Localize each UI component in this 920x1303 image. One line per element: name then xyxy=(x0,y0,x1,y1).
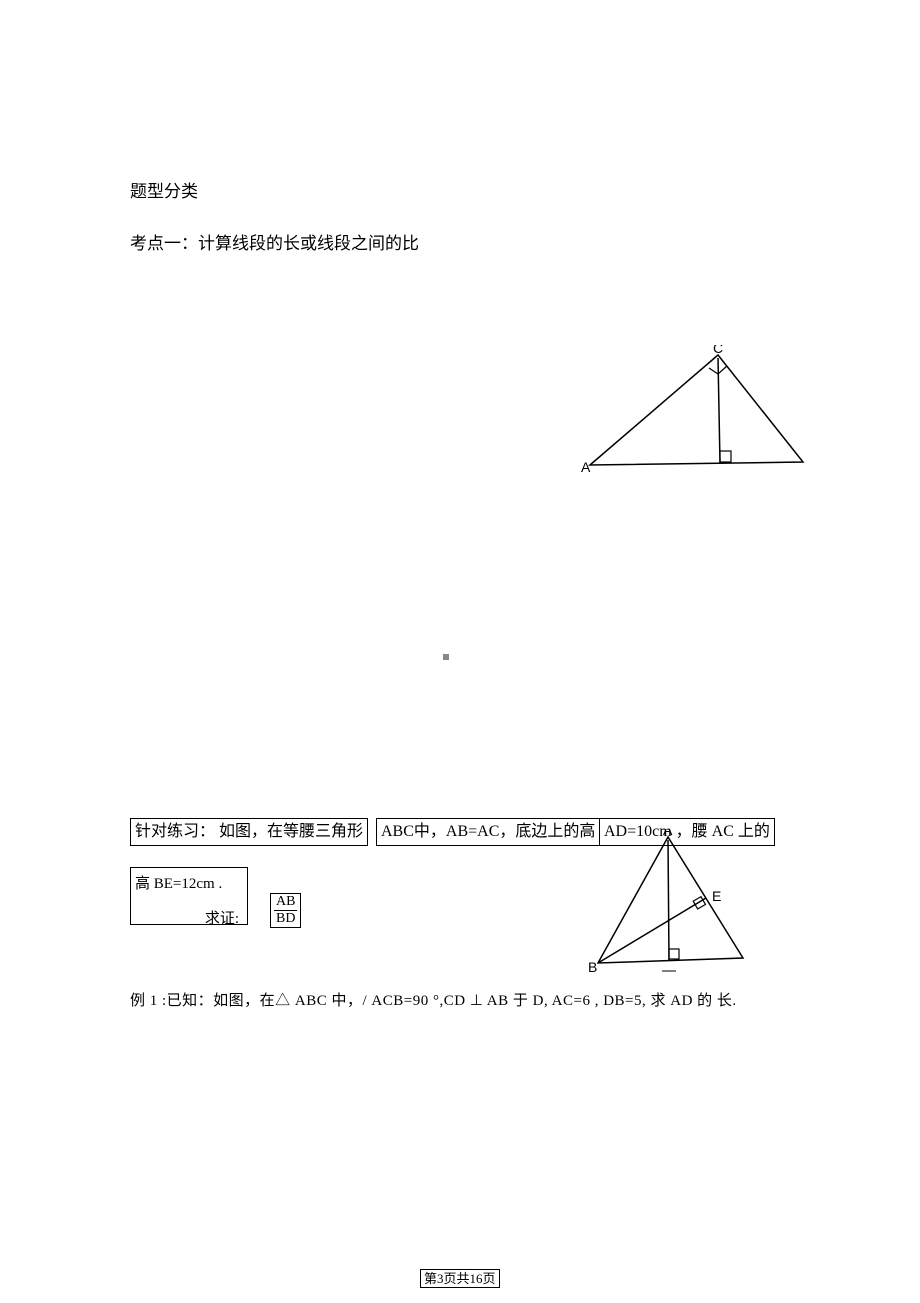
triangle-diagram-1: A C xyxy=(575,345,815,485)
svg-text:C: C xyxy=(713,345,723,356)
svg-text:A: A xyxy=(663,830,673,838)
triangle-diagram-2: A B E xyxy=(585,830,765,980)
practice-height-text: 高 BE=12cm . xyxy=(135,870,243,893)
practice-part1: 针对练习： 如图，在等腰三角形 xyxy=(130,818,368,846)
practice-part2: ABC中，AB=AC，底边上的高 xyxy=(376,818,600,846)
subsection-heading: 考点一：计算线段的长或线段之间的比 xyxy=(130,232,419,256)
practice-part4-box: 高 BE=12cm . 求证: xyxy=(130,867,248,925)
practice-prove-label: 求证: xyxy=(135,893,243,928)
section-heading: 题型分类 xyxy=(130,180,198,204)
fraction-ab-bd: AB BD xyxy=(270,893,301,928)
svg-text:A: A xyxy=(581,459,591,475)
svg-text:E: E xyxy=(712,888,721,904)
svg-text:B: B xyxy=(588,959,597,975)
page-footer: 第3页共16页 xyxy=(420,1268,500,1288)
square-marker xyxy=(443,646,449,668)
page: 题型分类 考点一：计算线段的长或线段之间的比 A C 针对练习： 如图，在等腰三… xyxy=(0,0,920,1303)
example-1-text: 例 1 :已知：如图，在△ ABC 中，/ ACB=90 °,CD ⊥ AB 于… xyxy=(130,991,737,1012)
